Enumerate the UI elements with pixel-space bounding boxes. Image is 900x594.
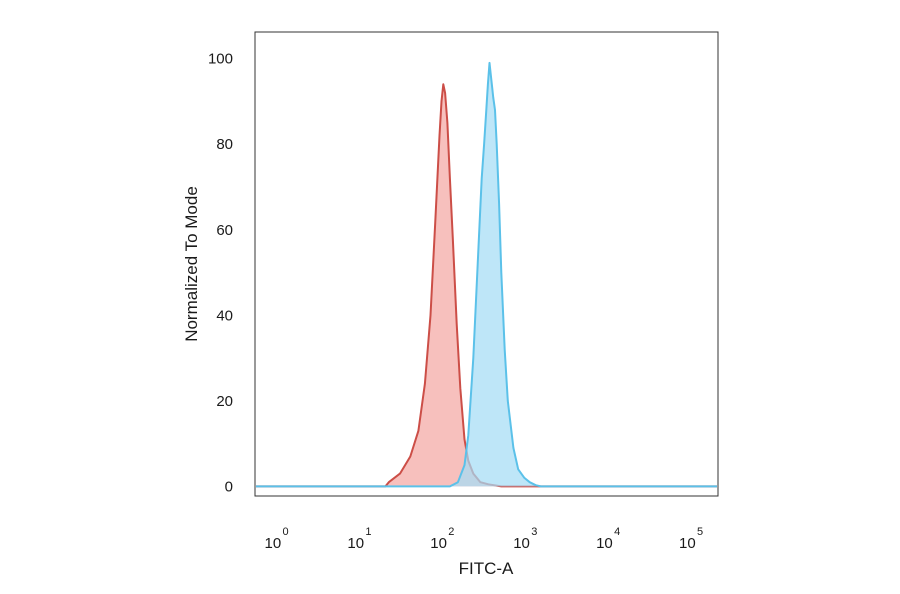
x-tick-exponent: 3 bbox=[531, 526, 537, 538]
series-2-line bbox=[256, 61, 717, 488]
x-tick-label: 105 bbox=[679, 526, 703, 552]
y-tick-label: 80 bbox=[216, 136, 233, 153]
x-tick-base: 10 bbox=[347, 535, 364, 552]
x-tick-exponent: 0 bbox=[283, 526, 289, 538]
x-tick-base: 10 bbox=[265, 535, 282, 552]
y-tick-labels: 0 20 40 60 80 100 bbox=[208, 51, 233, 496]
y-tick-label: 40 bbox=[216, 307, 233, 324]
x-tick-base: 10 bbox=[596, 535, 613, 552]
x-tick-label: 103 bbox=[513, 526, 537, 552]
x-tick-label: 101 bbox=[347, 526, 371, 552]
x-tick-base: 10 bbox=[513, 535, 530, 552]
x-tick-exponent: 1 bbox=[365, 526, 371, 538]
x-tick-label: 104 bbox=[596, 526, 620, 552]
x-tick-exponent: 2 bbox=[448, 526, 454, 538]
plot-frame bbox=[254, 31, 719, 497]
y-tick-label: 100 bbox=[208, 51, 233, 68]
y-tick-label: 60 bbox=[216, 222, 233, 239]
y-tick-label: 20 bbox=[216, 393, 233, 410]
y-axis-title: Normalized To Mode bbox=[182, 186, 201, 342]
series-2-area bbox=[256, 62, 717, 487]
y-tick-label: 0 bbox=[225, 478, 233, 495]
x-tick-base: 10 bbox=[679, 535, 696, 552]
series-layer bbox=[256, 61, 717, 488]
x-tick-label: 102 bbox=[430, 526, 454, 552]
x-tick-exponent: 5 bbox=[697, 526, 703, 538]
x-tick-label: 100 bbox=[265, 526, 289, 552]
x-tick-base: 10 bbox=[430, 535, 447, 552]
x-axis-title: FITC-A bbox=[459, 559, 514, 578]
x-tick-exponent: 4 bbox=[614, 526, 620, 538]
